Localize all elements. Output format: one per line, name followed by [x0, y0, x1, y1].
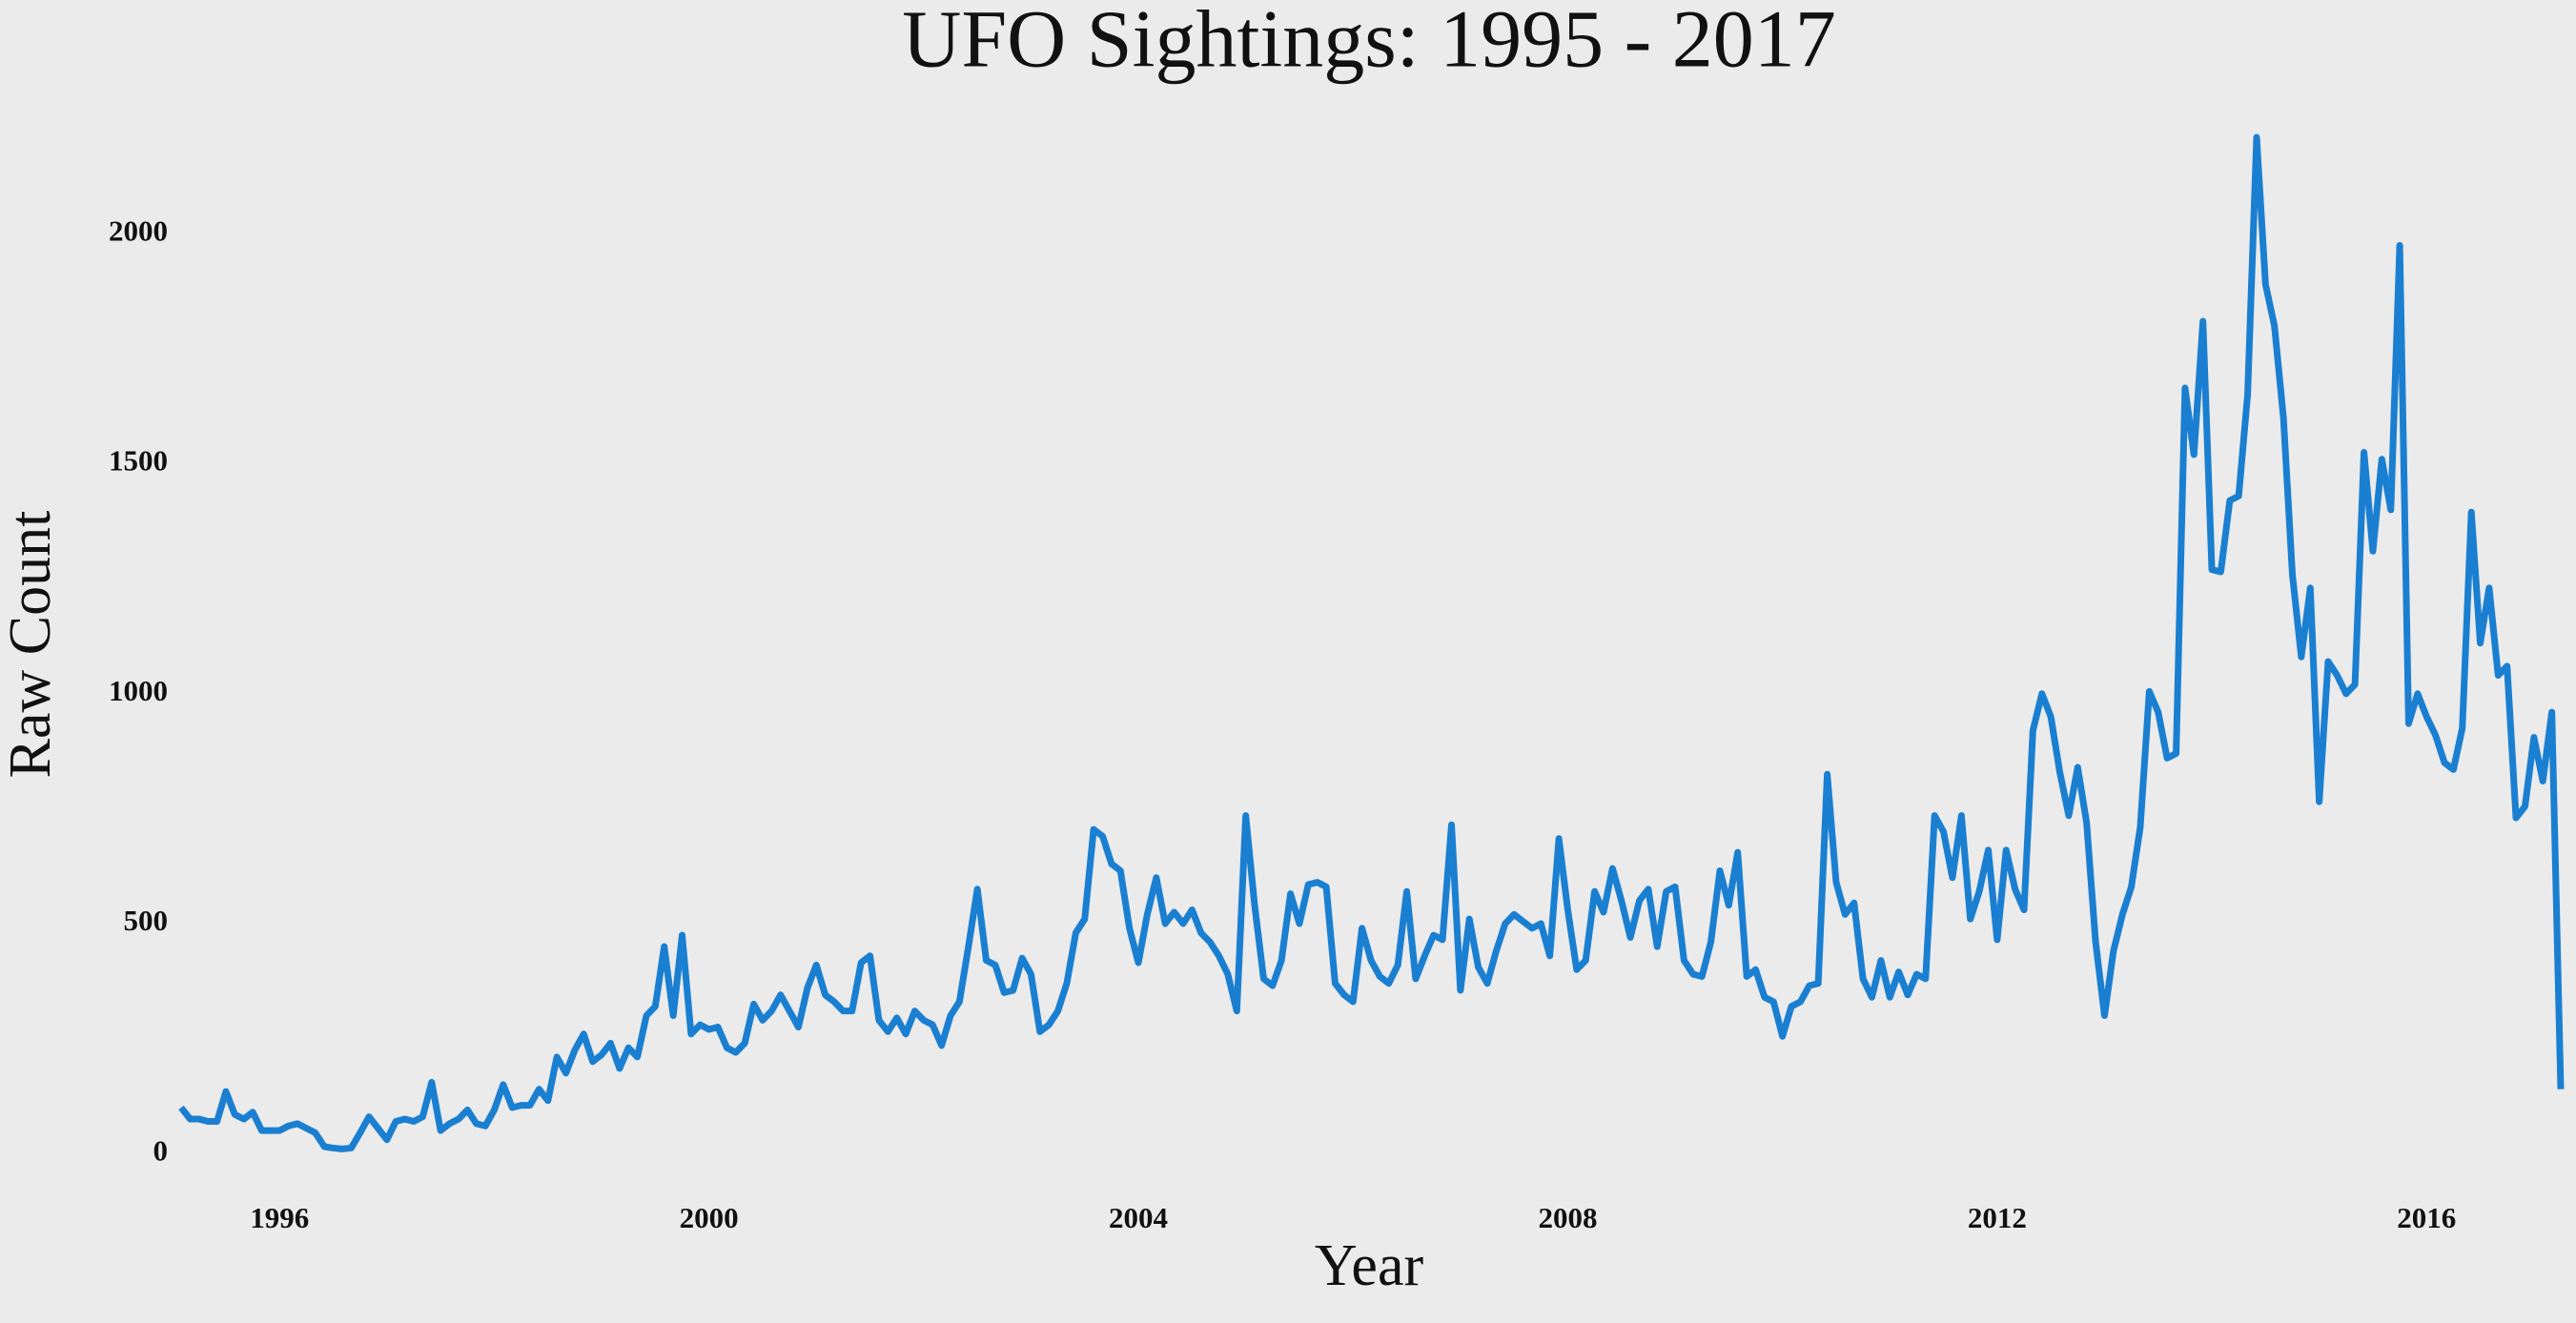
- x-tick-label: 2012: [1968, 1201, 2027, 1234]
- y-tick-label: 500: [124, 904, 169, 937]
- y-tick-label: 2000: [109, 214, 168, 247]
- y-tick-label: 1000: [109, 674, 168, 707]
- x-tick-label: 2000: [680, 1201, 739, 1234]
- x-tick-label: 2004: [1109, 1201, 1168, 1234]
- chart-title: UFO Sightings: 1995 - 2017: [902, 0, 1836, 85]
- x-axis-label: Year: [1315, 1233, 1424, 1298]
- data-line: [178, 133, 2565, 1152]
- y-tick-label: 1500: [109, 444, 168, 478]
- y-tick-label: 0: [153, 1133, 169, 1167]
- x-tick-label: 1996: [250, 1201, 309, 1234]
- x-tick-label: 2016: [2397, 1201, 2456, 1234]
- x-tick-label: 2008: [1538, 1201, 1597, 1234]
- y-axis-label: Raw Count: [0, 511, 63, 779]
